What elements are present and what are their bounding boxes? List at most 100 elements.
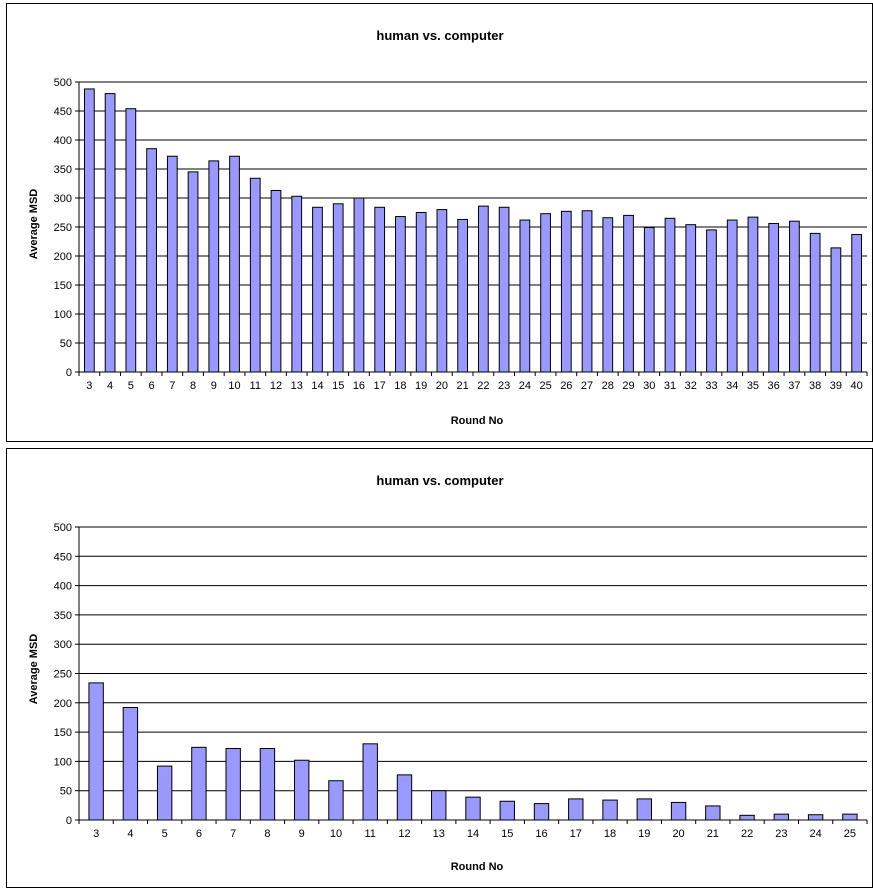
y-tick-label: 0	[66, 815, 72, 827]
x-tick-label: 6	[196, 828, 202, 840]
bar	[457, 218, 469, 373]
x-tick-label: 12	[270, 380, 282, 392]
bar	[104, 93, 116, 373]
x-tick-label: 7	[230, 828, 236, 840]
bar	[362, 743, 378, 821]
bar	[208, 160, 220, 373]
chart-panel-1: human vs. computer Round No Average MSD …	[6, 3, 873, 442]
x-tick-label: 8	[190, 380, 196, 392]
x-tick-label: 31	[664, 380, 676, 392]
x-tick-label: 14	[311, 380, 323, 392]
bar	[739, 814, 755, 821]
bar	[499, 800, 515, 821]
y-axis-label: Average MSD	[28, 634, 40, 705]
y-tick-label: 300	[54, 193, 72, 205]
y-tick-label: 150	[54, 280, 72, 292]
bar	[395, 216, 406, 373]
x-tick-label: 16	[535, 828, 547, 840]
x-tick-label: 9	[299, 828, 305, 840]
y-tick-label: 400	[54, 135, 72, 147]
x-tick-label: 25	[844, 828, 856, 840]
y-tick-label: 200	[54, 698, 72, 710]
y-tick-label: 500	[54, 522, 72, 534]
x-tick-label: 11	[250, 380, 261, 392]
x-tick-label: 22	[477, 380, 489, 392]
y-tick-label: 100	[54, 756, 72, 768]
bar	[842, 813, 858, 821]
x-tick-label: 18	[604, 828, 616, 840]
x-tick-label: 4	[107, 380, 113, 392]
x-tick-label: 20	[436, 380, 448, 392]
x-tick-label: 18	[394, 380, 406, 392]
bar	[187, 171, 199, 373]
x-tick-label: 15	[501, 828, 513, 840]
x-tick-label: 17	[570, 828, 582, 840]
bar	[560, 210, 572, 373]
x-tick-label: 9	[211, 380, 217, 392]
y-tick-label: 250	[54, 669, 72, 681]
y-tick-label: 50	[60, 338, 72, 350]
x-tick-label: 20	[672, 828, 684, 840]
bar-chart-2: human vs. computer Round No Average MSD …	[28, 473, 868, 873]
x-tick-label: 6	[149, 380, 155, 392]
bar	[156, 765, 173, 821]
bar	[431, 790, 447, 821]
x-tick-label: 32	[685, 380, 697, 392]
x-tick-label: 10	[330, 828, 342, 840]
x-tick-label: 28	[602, 380, 614, 392]
y-tick-label: 450	[54, 106, 72, 118]
x-tick-label: 19	[638, 828, 650, 840]
x-axis-label: Round No	[451, 861, 504, 873]
x-tick-label: 27	[581, 380, 593, 392]
x-tick-label: 19	[415, 380, 427, 392]
x-tick-label: 10	[228, 380, 240, 392]
y-tick-label: 350	[54, 164, 72, 176]
bar	[830, 247, 842, 373]
x-tick-label: 14	[467, 828, 479, 840]
x-tick-label: 21	[707, 828, 719, 840]
y-tick-label: 400	[54, 581, 72, 593]
y-tick-label: 250	[54, 222, 72, 234]
bar	[88, 682, 104, 821]
y-tick-label: 350	[54, 610, 72, 622]
bar	[125, 108, 137, 373]
bar	[685, 224, 697, 373]
y-tick-label: 50	[60, 786, 72, 798]
x-tick-label: 25	[539, 380, 551, 392]
bar	[415, 212, 427, 373]
x-tick-label: 13	[433, 828, 445, 840]
bar	[328, 780, 344, 821]
x-tick-label: 39	[830, 380, 842, 392]
bar	[259, 748, 276, 821]
x-tick-label: 30	[643, 380, 655, 392]
bar	[465, 796, 481, 821]
bar	[477, 205, 489, 373]
x-tick-label: 37	[788, 380, 800, 392]
bar	[83, 88, 95, 373]
y-tick-label: 0	[66, 367, 72, 379]
bar	[229, 155, 240, 373]
x-tick-label: 8	[264, 828, 270, 840]
x-tick-label: 36	[768, 380, 780, 392]
chart-title: human vs. computer	[376, 28, 503, 43]
bar	[747, 216, 759, 373]
bar	[568, 798, 584, 821]
bar	[225, 748, 241, 821]
y-tick-label: 100	[54, 309, 72, 321]
bar	[726, 219, 738, 373]
bar	[623, 214, 634, 373]
x-tick-label: 22	[741, 828, 753, 840]
x-tick-label: 38	[809, 380, 821, 392]
bar	[636, 798, 652, 821]
bar	[166, 155, 178, 373]
bar	[664, 217, 676, 373]
x-tick-label: 34	[726, 380, 738, 392]
x-tick-label: 15	[332, 380, 344, 392]
x-tick-label: 26	[560, 380, 572, 392]
y-tick-label: 200	[54, 251, 72, 263]
x-tick-label: 21	[457, 380, 469, 392]
x-tick-label: 29	[622, 380, 634, 392]
x-tick-label: 13	[291, 380, 303, 392]
bar	[602, 799, 618, 821]
bar	[294, 759, 310, 821]
